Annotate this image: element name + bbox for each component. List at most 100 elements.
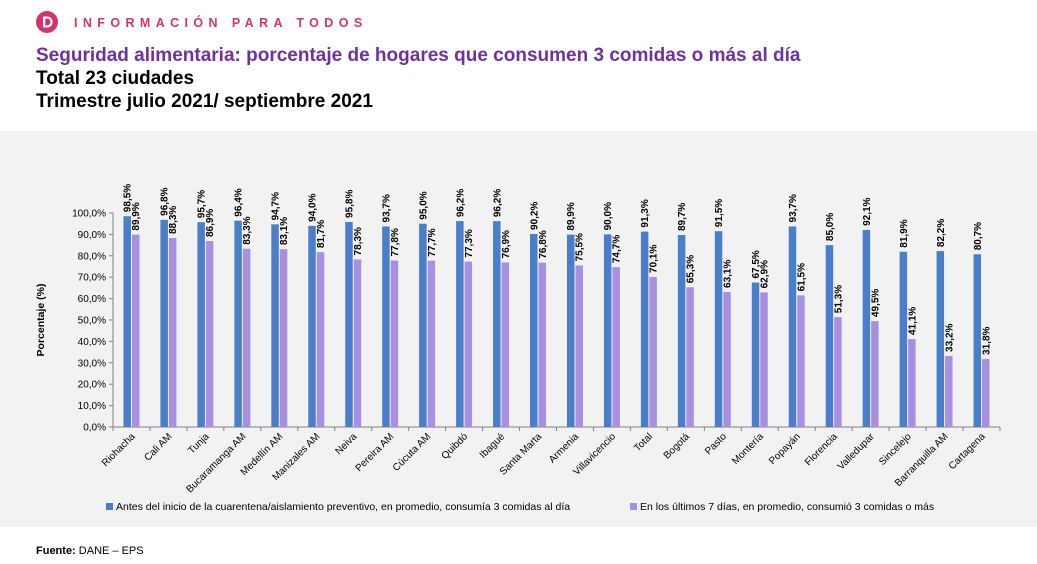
bar-series-2 [908,339,916,427]
bar-series-2 [427,260,436,427]
y-tick-label: 10,0% [78,401,106,412]
data-label-series-2: 49,5% [870,289,881,317]
data-label-series-1: 95,7% [197,190,208,218]
bar-series-2 [686,287,694,427]
x-category-label: Pasto [703,431,729,457]
chart-subtitle-cities: Total 23 ciudades [36,68,195,89]
data-label-series-1: 89,7% [677,203,688,231]
x-category-label: Cúcuta AM [391,431,433,473]
bar-series-2 [501,262,510,427]
bar-series-2 [723,291,731,427]
data-label-series-1: 96,2% [492,189,503,217]
bar-series-2 [242,248,251,427]
data-label-series-1: 94,0% [308,193,319,221]
bar-series-2 [205,241,214,427]
data-label-series-1: 85,0% [825,213,836,241]
bar-series-1 [640,231,649,427]
data-label-series-2: 76,8% [538,230,549,258]
bar-series-1 [382,226,390,427]
bar-series-2 [538,262,547,427]
bar-series-2 [316,252,325,427]
bar-series-1 [973,254,982,427]
bar-series-1 [308,225,316,427]
bar-series-1 [603,234,612,427]
data-label-series-2: 78,3% [353,227,364,255]
x-category-label: Quibdó [440,431,471,462]
x-category-label: Tunja [186,431,212,457]
legend-label-series-2: En los últimos 7 días, en promedio, cons… [640,501,934,513]
bar-series-2 [612,267,620,427]
y-tick-label: 0,0% [83,423,106,434]
data-label-series-2: 83,1% [279,217,290,245]
data-label-series-1: 94,7% [271,192,282,220]
data-label-series-2: 83,3% [242,216,253,244]
bar-series-1 [751,282,760,427]
x-category-label: Montería [730,431,766,467]
data-label-series-2: 70,1% [649,245,660,273]
data-label-series-2: 65,3% [686,255,697,283]
data-label-series-2: 51,3% [833,285,844,313]
bar-series-1 [677,235,686,427]
x-category-label: Florencia [803,431,840,468]
data-label-series-2: 76,9% [501,230,512,258]
bar-series-2 [982,358,990,427]
y-tick-label: 20,0% [78,380,106,391]
bar-series-1 [566,234,575,427]
x-category-label: Sincelejo [877,431,914,468]
bar-series-1 [788,226,797,427]
source-note: Fuente: DANE – EPS [36,545,144,557]
dane-logo-icon [36,11,58,33]
bar-series-2 [279,249,288,427]
bar-series-2 [353,259,362,427]
x-category-label: Neiva [333,431,359,457]
x-category-label: Riohacha [100,431,138,469]
bar-series-1 [825,245,834,427]
data-label-series-2: 77,8% [390,228,401,256]
data-label-series-2: 61,5% [796,263,807,291]
bar-series-2 [871,321,879,427]
bar-series-1 [714,231,723,427]
x-category-label: Valledupar [836,431,878,473]
bar-series-2 [760,292,768,427]
data-label-series-2: 77,3% [464,229,475,257]
data-label-series-2: 63,1% [723,260,734,288]
source-value: DANE – EPS [75,545,144,557]
bar-series-1 [123,216,131,427]
bar-series-1 [936,251,945,427]
data-label-series-1: 95,0% [418,191,429,219]
bar-series-1 [530,233,538,427]
y-tick-label: 70,0% [78,273,106,284]
data-label-series-1: 67,5% [751,250,762,278]
bar-series-2 [390,260,399,427]
data-label-series-2: 81,7% [316,220,327,248]
data-label-series-1: 91,3% [640,199,651,227]
x-category-label: Cartagena [947,431,988,472]
legend-swatch-series-2 [630,503,637,510]
data-label-series-1: 96,2% [455,189,466,217]
bar-series-1 [345,221,353,427]
bar-series-1 [862,229,871,427]
legend-swatch-series-1 [106,503,113,510]
x-category-label: Ibagué [478,431,508,461]
bar-series-2 [834,317,842,427]
data-label-series-1: 91,5% [714,199,725,227]
data-label-series-2: 62,9% [760,260,771,288]
y-tick-label: 60,0% [78,294,106,305]
bar-series-1 [419,223,427,427]
y-tick-label: 100,0% [72,209,106,220]
y-tick-label: 50,0% [78,316,106,327]
data-label-series-1: 90,0% [603,202,614,230]
y-tick-label: 90,0% [78,230,106,241]
header: INFORMACIÓN PARA TODOS Seguridad aliment… [0,0,1037,130]
data-label-series-1: 96,4% [234,188,245,216]
bar-series-2 [797,295,805,427]
data-label-series-1: 80,7% [973,222,984,250]
data-label-series-2: 75,5% [575,233,586,261]
bar-series-1 [197,222,205,427]
data-label-series-1: 90,2% [529,202,540,230]
bar-series-2 [168,238,177,427]
data-label-series-2: 74,7% [612,235,623,263]
brand-tagline: INFORMACIÓN PARA TODOS [74,16,368,30]
bar-series-1 [271,224,279,427]
x-category-label: Armenia [547,431,581,465]
